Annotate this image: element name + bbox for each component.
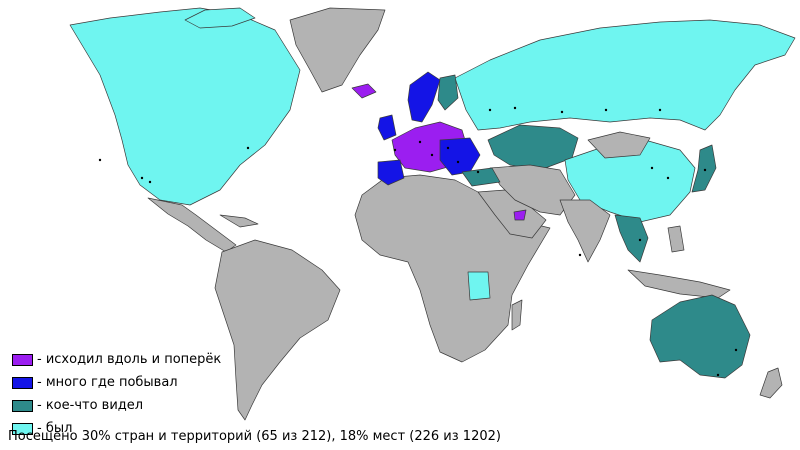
scandinavia (407, 71, 441, 123)
tanzania (467, 271, 491, 301)
legend-item-some: - кое-что видел (12, 394, 532, 417)
legend-label: - кое-что видел (37, 397, 144, 413)
india (559, 199, 611, 263)
place-dot (513, 106, 517, 110)
south-america (214, 239, 341, 421)
place-dot (703, 168, 707, 172)
legend-swatch (12, 376, 33, 389)
caribbean (219, 214, 259, 228)
place-dot (418, 140, 422, 144)
mongolia (587, 131, 651, 159)
greenland (289, 7, 386, 93)
north-america-visited (69, 7, 301, 206)
turkey (461, 167, 501, 187)
caption: Посещено 30% стран и территорий (65 из 2… (8, 429, 501, 444)
legend-swatch (12, 399, 33, 412)
australia (649, 294, 751, 379)
finland (437, 74, 459, 111)
place-dot (734, 348, 738, 352)
russia (454, 19, 796, 131)
japan (691, 144, 717, 193)
uae (513, 209, 527, 221)
place-dot (638, 238, 642, 242)
arctic-islands (184, 7, 256, 29)
indonesia (627, 269, 731, 299)
place-dot (604, 108, 608, 112)
place-dot (246, 146, 250, 150)
place-dot (476, 170, 480, 174)
place-dot (666, 176, 670, 180)
kazakhstan (487, 124, 579, 171)
place-dot (716, 373, 720, 377)
central-america (147, 197, 237, 253)
place-dot (140, 176, 144, 180)
place-dot (658, 108, 662, 112)
place-dot (578, 253, 582, 257)
place-dots (98, 106, 738, 377)
place-dot (148, 180, 152, 184)
legend-label: - был (37, 420, 73, 436)
place-dot (430, 153, 434, 157)
uk (377, 114, 397, 141)
madagascar (511, 299, 523, 331)
legend-item-many: - много где побывал (12, 371, 532, 394)
place-dot (98, 158, 102, 162)
legend-item-been: - был (12, 417, 532, 440)
legend-swatch (12, 422, 33, 435)
place-dot (488, 108, 492, 112)
eastern-europe (439, 137, 481, 176)
place-dot (650, 166, 654, 170)
legend-item-thoroughly: - исходил вдоль и поперёк (12, 348, 532, 371)
southeast-asia (614, 214, 649, 263)
place-dot (446, 146, 450, 150)
philippines (667, 225, 685, 253)
iceland (351, 83, 377, 99)
iberia (377, 159, 405, 186)
legend-swatch (12, 353, 33, 366)
place-dot (560, 110, 564, 114)
place-dot (456, 160, 460, 164)
legend-label: - много где побывал (37, 374, 178, 390)
legend: - исходил вдоль и поперёк - много где по… (12, 348, 532, 440)
place-dot (393, 148, 397, 152)
legend-label: - исходил вдоль и поперёк (37, 351, 222, 367)
middle-east (489, 164, 576, 216)
new-zealand (759, 367, 783, 399)
